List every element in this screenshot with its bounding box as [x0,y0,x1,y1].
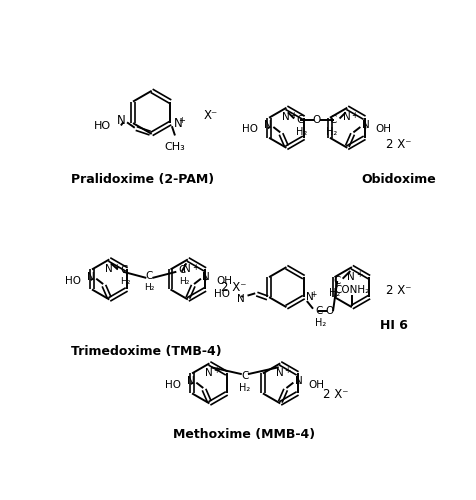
Text: C: C [296,115,303,125]
Text: 2 X⁻: 2 X⁻ [322,388,347,402]
Text: C: C [329,115,337,125]
Text: 2 X⁻: 2 X⁻ [385,284,410,298]
Text: C: C [332,276,339,286]
Text: N: N [237,294,245,304]
Text: 2 X⁻: 2 X⁻ [385,138,410,151]
Text: C: C [120,265,127,275]
Text: +: + [113,262,119,272]
Text: N: N [202,272,210,282]
Text: Trimedoxime (TMB-4): Trimedoxime (TMB-4) [70,344,221,358]
Text: N: N [264,120,271,130]
Text: N: N [342,112,350,122]
Text: C: C [178,265,186,275]
Text: C: C [241,370,248,380]
Text: N: N [104,264,112,274]
Text: N: N [306,292,313,302]
Text: H₂: H₂ [315,318,326,328]
Text: HO: HO [65,276,80,286]
Text: H₂: H₂ [239,384,250,394]
Text: N: N [183,264,190,274]
Text: N: N [187,376,194,386]
Text: CONH₂: CONH₂ [334,285,369,295]
Text: C: C [315,306,322,316]
Text: +: + [191,262,198,272]
Text: OH: OH [375,124,391,134]
Text: Methoxime (MMB-4): Methoxime (MMB-4) [173,428,315,442]
Text: HO: HO [165,380,180,390]
Text: Obidoxime: Obidoxime [360,173,435,186]
Text: O: O [325,306,333,316]
Text: HO: HO [94,121,110,131]
Text: N: N [275,368,283,378]
Text: +: + [284,366,290,376]
Text: N: N [294,376,302,386]
Text: N: N [87,272,95,282]
Text: +: + [178,116,185,124]
Text: CH₃: CH₃ [164,142,185,152]
Text: 2 X⁻: 2 X⁻ [220,280,246,293]
Text: H₂: H₂ [178,277,188,286]
Text: N: N [204,368,212,378]
Text: N: N [347,272,354,282]
Text: HI 6: HI 6 [379,319,407,332]
Text: HO: HO [213,289,229,299]
Text: X⁻: X⁻ [203,109,217,122]
Text: H₂: H₂ [328,288,339,298]
Text: N: N [281,112,289,122]
Text: +: + [355,270,361,279]
Text: H₂: H₂ [120,277,130,286]
Text: N: N [117,114,125,128]
Text: H₂: H₂ [144,284,154,292]
Text: Pralidoxime (2-PAM): Pralidoxime (2-PAM) [70,173,214,186]
Text: +: + [350,111,357,120]
Text: N: N [361,120,369,130]
Text: HO: HO [241,124,258,134]
Text: O: O [312,115,320,125]
Text: +: + [213,366,219,376]
Text: H₂: H₂ [296,127,307,137]
Text: OH: OH [216,276,232,286]
Text: H₂: H₂ [325,127,337,137]
Text: C: C [145,272,153,281]
Text: +: + [290,111,296,120]
Text: N: N [173,116,182,130]
Text: OH: OH [308,380,324,390]
Text: +: + [310,290,317,298]
